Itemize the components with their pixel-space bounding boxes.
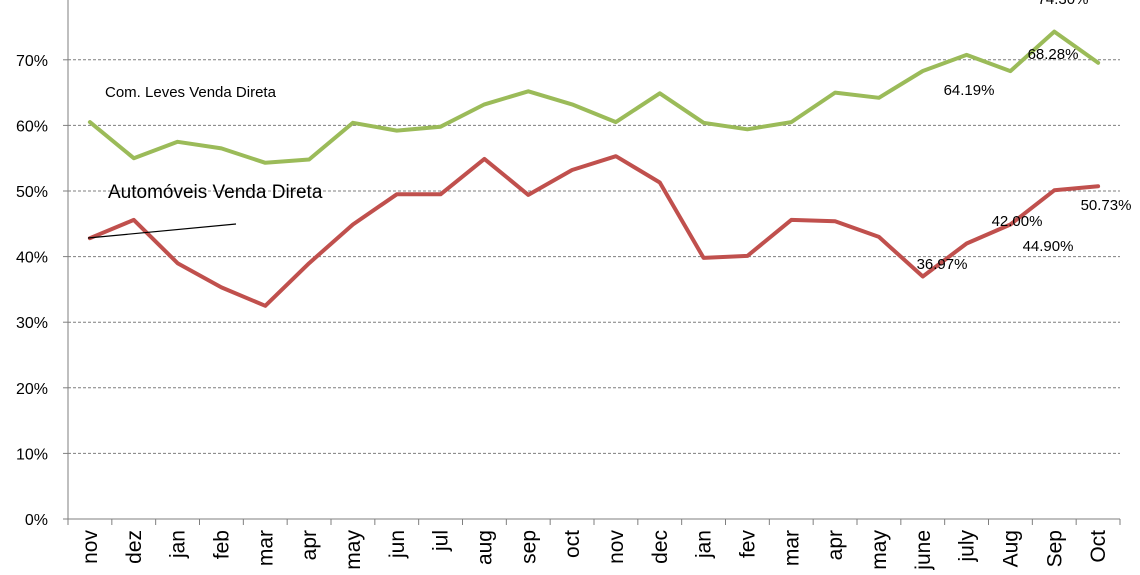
data-label: 42.00% <box>992 213 1043 230</box>
x-tick-label: apr <box>298 530 321 560</box>
data-label: 50.73% <box>1081 197 1132 214</box>
data-label: 36.97% <box>917 256 968 273</box>
x-tick-label: jan <box>167 530 190 559</box>
x-tick-label: mar <box>780 530 803 566</box>
y-tick-label: 30% <box>16 315 48 332</box>
series-annotation-label: Com. Leves Venda Direta <box>105 84 277 101</box>
series-lines <box>87 29 1101 308</box>
x-tick-label: nov <box>605 530 628 564</box>
x-tick-label: may <box>342 530 365 570</box>
series-annotation-label: Automóveis Venda Direta <box>108 182 323 203</box>
y-tick-label: 60% <box>16 118 48 135</box>
y-tick-label: 50% <box>16 184 48 201</box>
x-tick-label: Oct <box>1087 530 1110 563</box>
annotation-leader-line <box>87 223 237 239</box>
x-tick-label: aug <box>473 530 496 565</box>
x-tick-label: fev <box>736 530 759 559</box>
y-tick-label: 40% <box>16 250 48 267</box>
y-tick-label: 10% <box>16 446 48 463</box>
x-tick-label: jan <box>693 530 716 559</box>
x-tick-label: mar <box>254 530 277 566</box>
x-tick-label: nov <box>79 530 102 564</box>
y-tick-label: 0% <box>25 512 48 529</box>
y-tick-label: 70% <box>16 53 48 70</box>
data-labels: 74.30% 68.28% 64.19% 42.00% 44.90% 36.97% 50.7… <box>917 0 1132 273</box>
y-axis-ticks: 0% 10% 20% 30% 40% 50% 60% 70% <box>16 53 68 529</box>
y-tick-label: 20% <box>16 381 48 398</box>
series-line-com_leves <box>87 29 1101 165</box>
x-tick-label: july <box>956 530 979 563</box>
data-label: 68.28% <box>1028 46 1079 63</box>
gridlines <box>68 59 1120 454</box>
data-label: 64.19% <box>944 82 995 99</box>
x-tick-label: dez <box>123 530 146 564</box>
x-tick-label: june <box>912 530 935 570</box>
x-tick-label: apr <box>824 530 847 560</box>
series-line-automoveis <box>87 154 1101 308</box>
x-tick-label: Sep <box>1043 530 1066 567</box>
x-tick-label: dec <box>649 530 672 564</box>
x-tick-label: Aug <box>999 530 1022 567</box>
x-tick-label: feb <box>210 530 233 559</box>
x-tick-label: jun <box>386 530 409 559</box>
data-label: 74.30% <box>1038 0 1089 8</box>
x-tick-label: may <box>868 530 891 570</box>
annotations: Com. Leves Venda Direta Automóveis Venda … <box>87 84 323 239</box>
x-tick-label: oct <box>561 530 584 558</box>
x-tick-label: sep <box>517 530 540 564</box>
x-tick-label: jul <box>430 530 453 552</box>
data-label: 44.90% <box>1023 238 1074 255</box>
x-axis-ticks: nov dez jan feb mar apr may jun jul aug sep oct nov d… <box>67 519 1121 571</box>
